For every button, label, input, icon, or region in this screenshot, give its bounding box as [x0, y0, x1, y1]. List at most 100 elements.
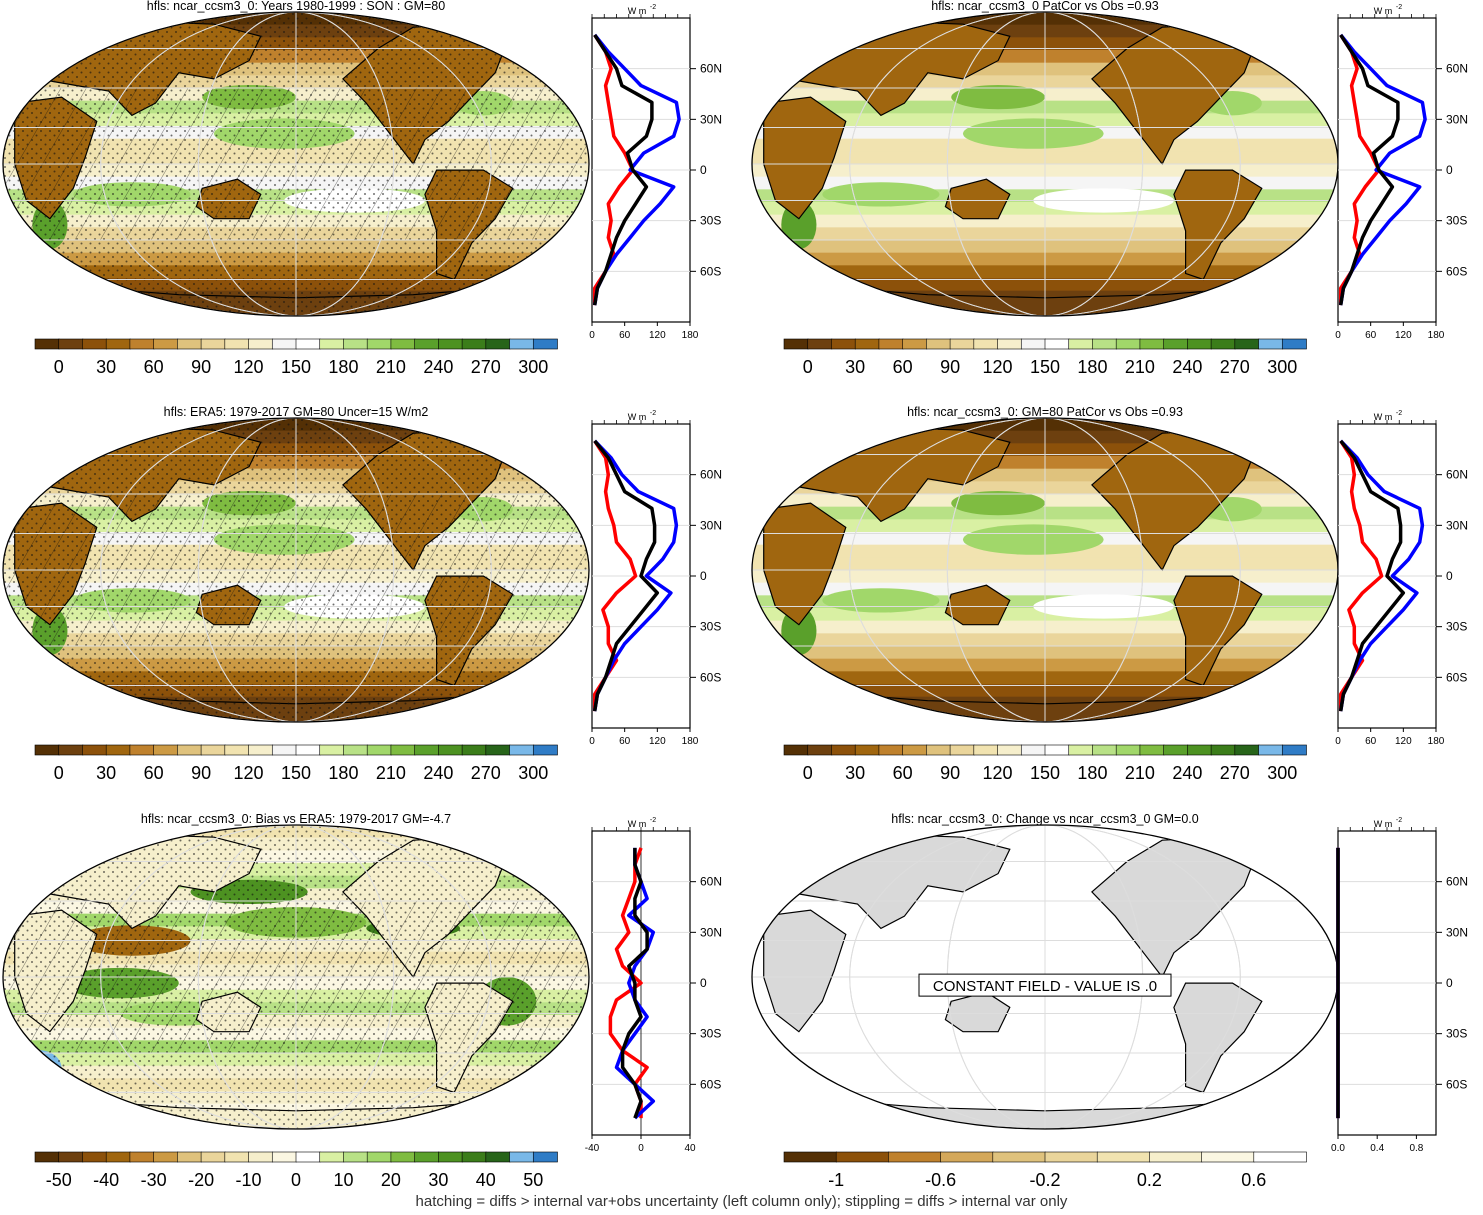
- colorbar-swatch: [200, 744, 226, 756]
- colorbar-swatch: [105, 744, 131, 756]
- profile-x-label: 0: [638, 1143, 644, 1154]
- annotation-box: [918, 973, 1172, 997]
- colorbar-swatch: [1092, 744, 1117, 756]
- map-panel-2: hfls: ncar_ccsm3_0 PatCor vs Obs =0.93: [751, 0, 1339, 317]
- map-panel-6: hfls: ncar_ccsm3_0: Change vs ncar_ccsm3…: [751, 812, 1339, 1130]
- graticule-lon: [100, 12, 492, 316]
- colorbar-swatch: [1234, 338, 1260, 350]
- profile-lat-label: 0: [700, 163, 707, 177]
- colorbar-swatch: [295, 338, 321, 350]
- profile-lat-label: 30N: [700, 925, 722, 939]
- profile-lat-label: 30S: [700, 620, 721, 634]
- graticule-lon: [100, 418, 492, 722]
- colorbar-label: -10: [236, 1170, 262, 1190]
- profile-line-mean: [592, 33, 654, 306]
- continent-australia: [944, 584, 1011, 626]
- colorbar-swatch: [224, 1151, 250, 1163]
- colorbar-swatch: [485, 338, 511, 350]
- colorbar-swatch: [888, 1151, 942, 1163]
- colorbar-swatch: [390, 1151, 416, 1163]
- profile-lat-label: 30S: [700, 1027, 721, 1041]
- profile-x-label: 120: [649, 736, 666, 747]
- colorbar-swatch: [1068, 338, 1094, 350]
- profile-x-label: 180: [1428, 736, 1445, 747]
- map-panel-4: hfls: ncar_ccsm3_0: GM=80 PatCor vs Obs …: [751, 405, 1339, 723]
- colorbar-label: 0: [54, 763, 64, 783]
- colorbar-2: 0 30 60 90 120 150 180 210 240 270 300: [783, 338, 1307, 377]
- profile-x-label: 120: [1395, 736, 1412, 747]
- colorbar-swatch: [129, 1151, 155, 1163]
- colorbar-swatch: [461, 1151, 487, 1163]
- colorbar-swatch: [1139, 338, 1165, 350]
- profile-unit-sup: -2: [1396, 4, 1402, 11]
- colorbar-swatch: [997, 744, 1023, 756]
- colorbar-swatch: [973, 338, 999, 350]
- colorbar-label: 180: [328, 357, 358, 377]
- colorbar-4: 0 30 60 90 120 150 180 210 240 270 300: [783, 744, 1307, 783]
- colorbar-label: 180: [1077, 763, 1107, 783]
- colorbar-swatch: [509, 1151, 535, 1163]
- continent-samerica: [1173, 982, 1263, 1094]
- colorbar-label: -40: [93, 1170, 119, 1190]
- colorbar-swatch: [343, 338, 368, 350]
- colorbar-label: 30: [845, 763, 865, 783]
- colorbar-swatch: [1115, 744, 1141, 756]
- field-feature: [951, 490, 1045, 516]
- colorbar-swatch: [783, 1151, 838, 1163]
- profile-6: 60N 30N 0 30S 60S W m -2 0.0 0.4 0.8: [1331, 817, 1468, 1154]
- profile-lat-label: 60S: [700, 670, 721, 684]
- colorbar-label: -50: [46, 1170, 72, 1190]
- map-title: hfls: ncar_ccsm3_0 PatCor vs Obs =0.93: [931, 0, 1159, 13]
- profile-unit-sup: -2: [650, 817, 656, 824]
- colorbar-swatch: [248, 338, 274, 350]
- profile-line-mean: [592, 439, 660, 712]
- colorbar-swatch: [58, 338, 84, 350]
- colorbar-label: 210: [1125, 763, 1155, 783]
- colorbar-swatch: [414, 744, 440, 756]
- colorbar-swatch: [1258, 744, 1284, 756]
- colorbar-swatch: [438, 1151, 463, 1163]
- colorbar-swatch: [461, 744, 487, 756]
- colorbar-swatch: [105, 1151, 131, 1163]
- profile-2: 60N 30N 0 30S 60S W m -2 0 60 120 180: [1335, 4, 1468, 341]
- colorbar-swatch: [1234, 744, 1260, 756]
- colorbar-label: 180: [328, 763, 358, 783]
- map-title: hfls: ncar_ccsm3_0: Bias vs ERA5: 1979-2…: [141, 812, 451, 826]
- colorbar-label: 0.6: [1241, 1170, 1266, 1190]
- colorbar-label: 300: [518, 357, 548, 377]
- colorbar-swatch: [319, 338, 345, 350]
- colorbar-swatch: [1210, 744, 1236, 756]
- continent-samerica: [1173, 575, 1263, 687]
- colorbar-label: 210: [1125, 357, 1155, 377]
- colorbar-swatch: [1149, 1151, 1203, 1163]
- colorbar-swatch: [82, 338, 107, 350]
- graticule-lon: [197, 418, 395, 722]
- graticule-lon: [946, 418, 1144, 722]
- continent-australia: [944, 178, 1011, 220]
- colorbar-label: 40: [476, 1170, 496, 1190]
- colorbar-swatch: [1163, 338, 1189, 350]
- colorbar-label: 60: [893, 763, 913, 783]
- colorbar-swatch: [390, 744, 416, 756]
- profile-lat-label: 0: [700, 976, 707, 990]
- colorbar-label: 240: [423, 357, 453, 377]
- field-feature: [781, 606, 817, 656]
- profile-x-label: 180: [682, 736, 699, 747]
- colorbar-swatch: [58, 744, 84, 756]
- colorbar-swatch: [1187, 338, 1212, 350]
- colorbar-swatch: [1210, 338, 1236, 350]
- profile-x-label: 40: [684, 1143, 696, 1154]
- profile-5: 60N 30N 0 30S 60S W m -2 -40 0 40: [585, 817, 722, 1154]
- colorbar-swatch: [926, 744, 951, 756]
- colorbar-label: 120: [234, 357, 264, 377]
- colorbar-swatch: [973, 744, 999, 756]
- colorbar-swatch: [878, 338, 904, 350]
- colorbar-6: -1 -0.6 -0.2 0.2 0.6: [783, 1151, 1307, 1190]
- profile-unit: W m: [1374, 412, 1393, 422]
- colorbar-swatch: [153, 1151, 179, 1163]
- colorbar-label: 150: [281, 357, 311, 377]
- colorbar-3: 0 30 60 90 120 150 180 210 240 270 300: [34, 744, 558, 783]
- colorbar-swatch: [835, 1151, 890, 1163]
- colorbar-swatch: [783, 338, 809, 350]
- profile-unit-sup: -2: [1396, 817, 1402, 824]
